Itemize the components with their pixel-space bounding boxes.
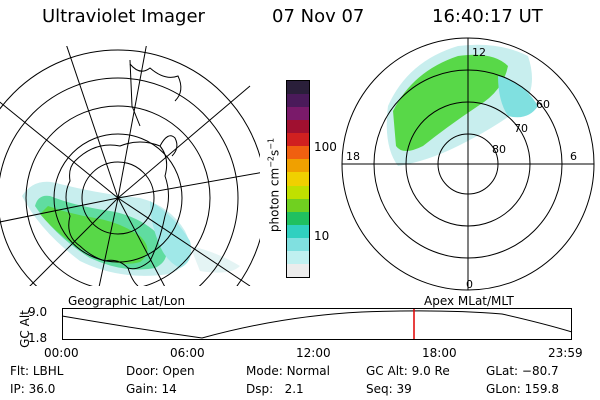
instrument-title: Ultraviolet Imager: [42, 6, 205, 27]
time-tick-0600: 06:00: [170, 346, 205, 360]
colorbar-segment: [287, 185, 309, 199]
lat-label-80: 80: [492, 143, 506, 156]
apex-label: Apex MLat/MLT: [424, 294, 514, 308]
info-glat: GLat: −80.7: [486, 364, 559, 378]
colorbar-segment: [287, 237, 309, 251]
gc-alt-tick-high: 9.0: [28, 305, 48, 319]
altitude-trace-panel: [61, 308, 573, 340]
colorbar-label: photon cm−2s−1: [266, 137, 282, 233]
colorbar: [286, 80, 310, 278]
info-glon: GLon: 159.8: [486, 382, 559, 396]
mlt-label-0: 0: [466, 278, 473, 291]
info-door: Door: Open: [126, 364, 195, 378]
info-mode: Mode: Normal: [246, 364, 330, 378]
lat-label-60: 60: [536, 98, 550, 111]
colorbar-segment: [287, 211, 309, 225]
mlt-label-12: 12: [472, 46, 486, 59]
colorbar-segment: [287, 107, 309, 121]
colorbar-segment: [287, 81, 309, 95]
geographic-label: Geographic Lat/Lon: [68, 294, 186, 308]
time-tick-0000: 00:00: [44, 346, 79, 360]
time-tick-1200: 12:00: [296, 346, 331, 360]
time-tick-1800: 18:00: [422, 346, 457, 360]
info-gc-alt: GC Alt: 9.0 Re: [366, 364, 450, 378]
info-ip: IP: 36.0: [10, 382, 56, 396]
colorbar-segment: [287, 250, 309, 264]
time-tick-2359: 23:59: [548, 346, 583, 360]
lat-label-70: 70: [514, 122, 528, 135]
colorbar-tick-10: 10: [314, 229, 330, 243]
time-text: 16:40:17 UT: [432, 6, 543, 27]
colorbar-segment: [287, 133, 309, 147]
info-gain: Gain: 14: [126, 382, 177, 396]
colorbar-segment: [287, 120, 309, 134]
info-dsp: Dsp: 2.1: [246, 382, 304, 396]
colorbar-tick-100: 100: [314, 140, 337, 154]
polar-mlt-plot: 12 18 6 0 60 70 80: [341, 37, 595, 291]
colorbar-segment: [287, 94, 309, 108]
horizon-edge: [129, 59, 141, 127]
colorbar-segment: [287, 172, 309, 186]
colorbar-segment: [287, 224, 309, 238]
mlt-label-18: 18: [346, 150, 360, 163]
colorbar-segment: [287, 263, 309, 277]
colorbar-segment: [287, 198, 309, 212]
altitude-trace: [61, 310, 573, 339]
gc-alt-tick-low: 1.8: [28, 331, 48, 345]
aurora-emission-left: [22, 181, 240, 276]
colorbar-segment: [287, 159, 309, 173]
date-text: 07 Nov 07: [272, 6, 365, 27]
mlt-label-6: 6: [570, 150, 577, 163]
aurora-emission-right: [386, 44, 538, 166]
coastline: [65, 141, 169, 270]
colorbar-segment: [287, 146, 309, 160]
geographic-map: [0, 46, 260, 286]
info-flt: Flt: LBHL: [10, 364, 64, 378]
info-seq: Seq: 39: [366, 382, 412, 396]
